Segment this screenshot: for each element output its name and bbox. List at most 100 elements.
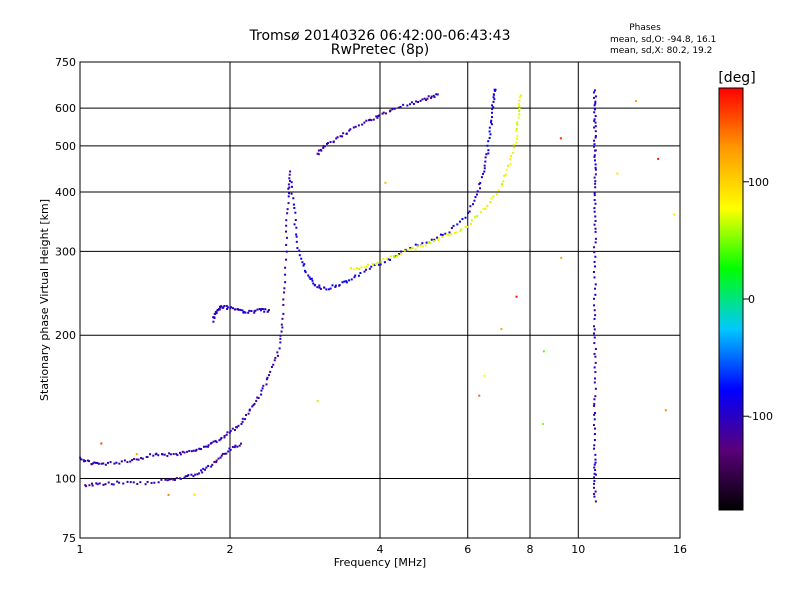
data-point bbox=[433, 238, 436, 241]
data-point bbox=[664, 409, 667, 412]
data-point bbox=[594, 219, 597, 222]
data-point bbox=[279, 334, 282, 337]
data-point bbox=[592, 332, 595, 335]
data-point bbox=[486, 204, 489, 207]
data-point bbox=[190, 450, 193, 453]
data-point bbox=[132, 481, 135, 484]
data-point bbox=[459, 229, 462, 232]
data-point bbox=[285, 258, 288, 261]
data-point bbox=[509, 163, 512, 166]
data-point bbox=[345, 281, 348, 284]
x-tick-label: 2 bbox=[227, 543, 234, 556]
data-point bbox=[371, 263, 374, 266]
data-point bbox=[593, 404, 596, 407]
data-point bbox=[594, 469, 597, 472]
data-point bbox=[594, 255, 597, 258]
data-point bbox=[170, 477, 173, 480]
data-point bbox=[379, 263, 382, 266]
data-point bbox=[560, 256, 563, 259]
data-point bbox=[331, 284, 334, 287]
data-point bbox=[516, 121, 519, 124]
data-point bbox=[187, 474, 190, 477]
data-point bbox=[469, 222, 472, 225]
data-point bbox=[341, 135, 344, 138]
data-point bbox=[339, 135, 342, 138]
data-point bbox=[200, 448, 203, 451]
data-point bbox=[594, 237, 597, 240]
data-point bbox=[102, 462, 105, 465]
data-point bbox=[205, 466, 208, 469]
data-point bbox=[238, 444, 241, 447]
data-point bbox=[427, 95, 430, 98]
data-point bbox=[378, 114, 381, 117]
data-point bbox=[272, 363, 275, 366]
y-tick-label: 75 bbox=[62, 532, 76, 545]
data-point bbox=[436, 236, 439, 239]
data-point bbox=[304, 269, 307, 272]
data-point bbox=[375, 115, 378, 118]
data-point bbox=[248, 408, 251, 411]
data-point bbox=[559, 137, 562, 140]
data-point bbox=[295, 226, 298, 229]
data-point bbox=[325, 288, 328, 291]
data-point bbox=[300, 257, 303, 260]
data-point bbox=[593, 492, 596, 495]
data-point bbox=[402, 103, 405, 106]
data-point bbox=[376, 261, 379, 264]
data-point bbox=[406, 104, 409, 107]
data-point bbox=[320, 149, 323, 152]
data-point bbox=[323, 286, 326, 289]
data-point bbox=[594, 168, 597, 171]
data-point bbox=[421, 98, 424, 101]
data-point bbox=[493, 98, 496, 101]
data-point bbox=[439, 233, 442, 236]
data-point bbox=[120, 460, 123, 463]
data-point bbox=[480, 176, 483, 179]
data-point bbox=[594, 95, 597, 98]
data-point bbox=[260, 393, 263, 396]
data-point bbox=[476, 215, 479, 218]
data-point bbox=[287, 187, 290, 190]
data-point bbox=[234, 444, 237, 447]
data-point bbox=[295, 240, 298, 243]
data-point bbox=[239, 308, 242, 311]
data-point bbox=[226, 307, 229, 310]
data-point bbox=[281, 317, 284, 320]
data-point bbox=[357, 124, 360, 127]
data-point bbox=[279, 337, 282, 340]
data-point bbox=[593, 438, 596, 441]
data-point bbox=[102, 483, 105, 486]
data-point bbox=[244, 311, 247, 314]
data-point bbox=[487, 152, 490, 155]
data-point bbox=[479, 181, 482, 184]
data-point bbox=[280, 323, 283, 326]
data-point bbox=[593, 107, 596, 110]
data-point bbox=[237, 308, 240, 311]
data-point bbox=[292, 203, 295, 206]
y-tick-label: 300 bbox=[55, 245, 76, 258]
data-point bbox=[225, 433, 228, 436]
data-point bbox=[592, 447, 595, 450]
data-point bbox=[244, 418, 247, 421]
data-point bbox=[276, 354, 279, 357]
data-point bbox=[175, 477, 178, 480]
data-point bbox=[262, 384, 265, 387]
data-point bbox=[241, 420, 244, 423]
data-point bbox=[593, 143, 596, 146]
data-point bbox=[488, 136, 491, 139]
data-point bbox=[218, 308, 221, 311]
data-point bbox=[220, 305, 223, 308]
y-tick-label: 750 bbox=[55, 56, 76, 69]
data-point bbox=[326, 142, 329, 145]
data-point bbox=[225, 452, 228, 455]
y-tick-label: 100 bbox=[55, 473, 76, 486]
data-point bbox=[135, 458, 138, 461]
data-point bbox=[410, 101, 413, 104]
data-point bbox=[129, 481, 132, 484]
data-point bbox=[217, 457, 220, 460]
data-point bbox=[593, 192, 596, 195]
data-point bbox=[295, 235, 298, 238]
data-point bbox=[593, 479, 596, 482]
chart-title: Tromsø 20140326 06:42:00-06:43:43 bbox=[249, 28, 511, 44]
data-point bbox=[376, 116, 379, 119]
